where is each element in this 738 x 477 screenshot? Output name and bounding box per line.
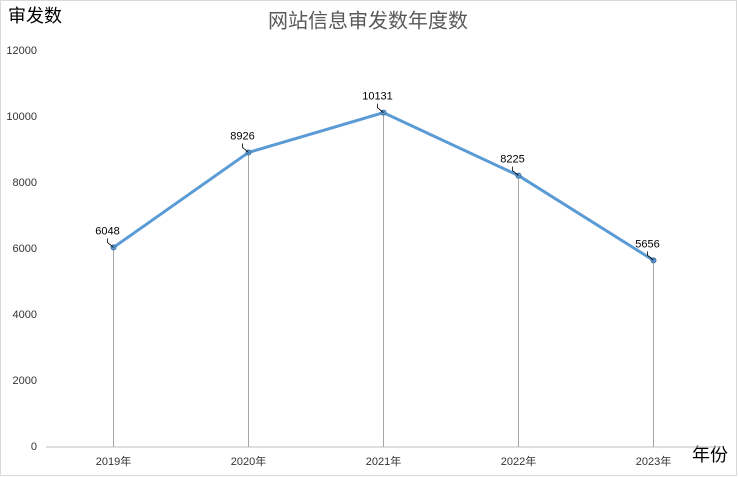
y-tick-label: 10000 (6, 111, 37, 123)
y-axis-label: 审发数 (8, 6, 62, 26)
x-tick-label: 2022年 (501, 454, 536, 468)
data-label: 5656 (635, 238, 659, 250)
label-leader (647, 251, 654, 261)
y-tick-label: 4000 (13, 309, 37, 321)
label-leader (377, 103, 384, 113)
data-label: 6048 (95, 225, 119, 237)
x-tick-label: 2019年 (96, 454, 131, 468)
y-tick-label: 2000 (13, 375, 37, 387)
x-tick-label: 2023年 (636, 454, 671, 468)
data-label: 8225 (500, 153, 524, 165)
x-tick-label: 2020年 (231, 454, 266, 468)
data-label: 8926 (230, 130, 254, 142)
x-axis-label: 年份 (692, 445, 728, 465)
y-tick-label: 12000 (6, 45, 37, 57)
chart-title: 网站信息审发数年度数 (268, 9, 468, 32)
y-tick-label: 8000 (13, 177, 37, 189)
label-leader (107, 238, 114, 248)
y-tick-label: 0 (31, 441, 37, 453)
y-tick-label: 6000 (13, 243, 37, 255)
label-leader (512, 166, 519, 176)
x-tick-label: 2021年 (366, 454, 401, 468)
label-leader (242, 143, 249, 153)
data-label: 10131 (362, 91, 393, 103)
